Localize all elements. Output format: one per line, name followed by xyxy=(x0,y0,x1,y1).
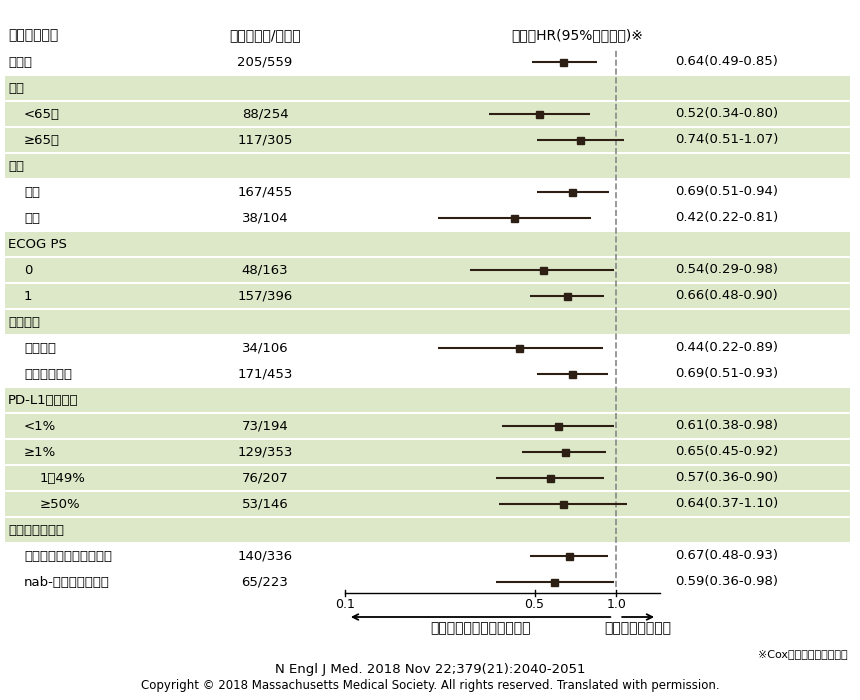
Text: ECOG PS: ECOG PS xyxy=(8,237,67,251)
Text: 34/106: 34/106 xyxy=(242,342,288,354)
Text: 0.69(0.51-0.93): 0.69(0.51-0.93) xyxy=(675,368,778,381)
Bar xyxy=(5,440,850,464)
Bar xyxy=(5,518,850,542)
Text: 88/254: 88/254 xyxy=(242,108,288,120)
Text: 76/207: 76/207 xyxy=(242,472,288,484)
Text: 0.66(0.48-0.90): 0.66(0.48-0.90) xyxy=(675,290,777,302)
Text: 1～49%: 1～49% xyxy=(40,472,86,484)
Bar xyxy=(569,370,576,377)
Text: 0.59(0.36-0.98): 0.59(0.36-0.98) xyxy=(675,575,778,589)
Bar xyxy=(5,102,850,126)
Text: 0.52(0.34-0.80): 0.52(0.34-0.80) xyxy=(675,108,778,120)
Bar xyxy=(5,128,850,152)
Text: 0: 0 xyxy=(24,263,33,276)
Text: 0.67(0.48-0.93): 0.67(0.48-0.93) xyxy=(675,550,778,563)
Bar xyxy=(5,388,850,412)
Text: 性別: 性別 xyxy=(8,160,24,172)
Text: ≥65歳: ≥65歳 xyxy=(24,134,60,146)
Bar xyxy=(566,552,573,559)
Text: PD-L1発現状況: PD-L1発現状況 xyxy=(8,393,78,407)
Text: 129/353: 129/353 xyxy=(237,445,292,458)
Bar xyxy=(560,59,567,66)
Text: nab-パクリタキセル: nab-パクリタキセル xyxy=(24,575,110,589)
Text: 1: 1 xyxy=(24,290,33,302)
Text: 48/163: 48/163 xyxy=(242,263,288,276)
Text: 53/146: 53/146 xyxy=(242,498,288,510)
Text: 117/305: 117/305 xyxy=(237,134,292,146)
Text: 0.64(0.37-1.10): 0.64(0.37-1.10) xyxy=(675,498,778,510)
Bar xyxy=(555,423,562,430)
Bar xyxy=(562,449,569,456)
Bar xyxy=(550,578,557,585)
Text: 0.65(0.45-0.92): 0.65(0.45-0.92) xyxy=(675,445,778,458)
Bar xyxy=(536,111,543,118)
Text: 0.61(0.38-0.98): 0.61(0.38-0.98) xyxy=(675,419,778,433)
Bar xyxy=(511,214,518,221)
Text: ※Cox比例ハザードモデル: ※Cox比例ハザードモデル xyxy=(759,649,848,659)
Text: 女性: 女性 xyxy=(24,211,40,225)
Bar xyxy=(5,258,850,282)
Text: 他のパクリタキセル製剤: 他のパクリタキセル製剤 xyxy=(24,550,112,563)
Text: <65歳: <65歳 xyxy=(24,108,60,120)
Text: 38/104: 38/104 xyxy=(242,211,288,225)
Text: 0.44(0.22-0.89): 0.44(0.22-0.89) xyxy=(675,342,778,354)
Bar xyxy=(5,154,850,178)
Text: 0.5: 0.5 xyxy=(525,598,544,611)
Text: <1%: <1% xyxy=(24,419,56,433)
Text: 年齢: 年齢 xyxy=(8,81,24,94)
Text: 死亡のHR(95%信頼区間)※: 死亡のHR(95%信頼区間)※ xyxy=(512,28,643,42)
Bar xyxy=(5,414,850,438)
Text: Copyright © 2018 Massachusetts Medical Society. All rights reserved. Translated : Copyright © 2018 Massachusetts Medical S… xyxy=(141,679,719,692)
Text: 0.64(0.49-0.85): 0.64(0.49-0.85) xyxy=(675,55,778,69)
Text: プラセボ群が良好: プラセボ群が良好 xyxy=(605,621,672,635)
Text: 65/223: 65/223 xyxy=(242,575,288,589)
Text: 登録地域: 登録地域 xyxy=(8,316,40,328)
Bar xyxy=(516,344,523,351)
Bar xyxy=(5,492,850,516)
Text: 0.42(0.22-0.81): 0.42(0.22-0.81) xyxy=(675,211,778,225)
Text: 171/453: 171/453 xyxy=(237,368,292,381)
Text: 東アジア以外: 東アジア以外 xyxy=(24,368,72,381)
Text: 0.54(0.29-0.98): 0.54(0.29-0.98) xyxy=(675,263,778,276)
Text: イベント数/症例数: イベント数/症例数 xyxy=(229,28,301,42)
Text: 140/336: 140/336 xyxy=(237,550,292,563)
Text: 73/194: 73/194 xyxy=(242,419,288,433)
Bar xyxy=(577,136,584,144)
Text: ペムブロリズマブ群が良好: ペムブロリズマブ群が良好 xyxy=(430,621,531,635)
Text: 全症例: 全症例 xyxy=(8,55,32,69)
Bar xyxy=(560,500,567,508)
Text: 0.57(0.36-0.90): 0.57(0.36-0.90) xyxy=(675,472,778,484)
Text: N Engl J Med. 2018 Nov 22;379(21):2040-2051: N Engl J Med. 2018 Nov 22;379(21):2040-2… xyxy=(274,663,586,676)
Text: 205/559: 205/559 xyxy=(237,55,292,69)
Text: 0.74(0.51-1.07): 0.74(0.51-1.07) xyxy=(675,134,778,146)
Bar xyxy=(540,267,547,274)
Text: 東アジア: 東アジア xyxy=(24,342,56,354)
Text: ≥1%: ≥1% xyxy=(24,445,56,458)
Text: 157/396: 157/396 xyxy=(237,290,292,302)
Text: 1.0: 1.0 xyxy=(606,598,626,611)
Bar xyxy=(569,188,576,195)
Text: 男性: 男性 xyxy=(24,186,40,199)
Text: 0.69(0.51-0.94): 0.69(0.51-0.94) xyxy=(675,186,778,199)
Bar xyxy=(5,466,850,490)
Bar xyxy=(5,284,850,308)
Bar xyxy=(5,76,850,100)
Text: ≥50%: ≥50% xyxy=(40,498,81,510)
Text: タキサン系薬剤: タキサン系薬剤 xyxy=(8,524,64,536)
Bar xyxy=(546,475,554,482)
Bar xyxy=(5,310,850,334)
Text: サブグループ: サブグループ xyxy=(8,28,58,42)
Text: 0.1: 0.1 xyxy=(335,598,355,611)
Bar xyxy=(5,232,850,256)
Text: 167/455: 167/455 xyxy=(237,186,292,199)
Bar xyxy=(564,293,571,300)
